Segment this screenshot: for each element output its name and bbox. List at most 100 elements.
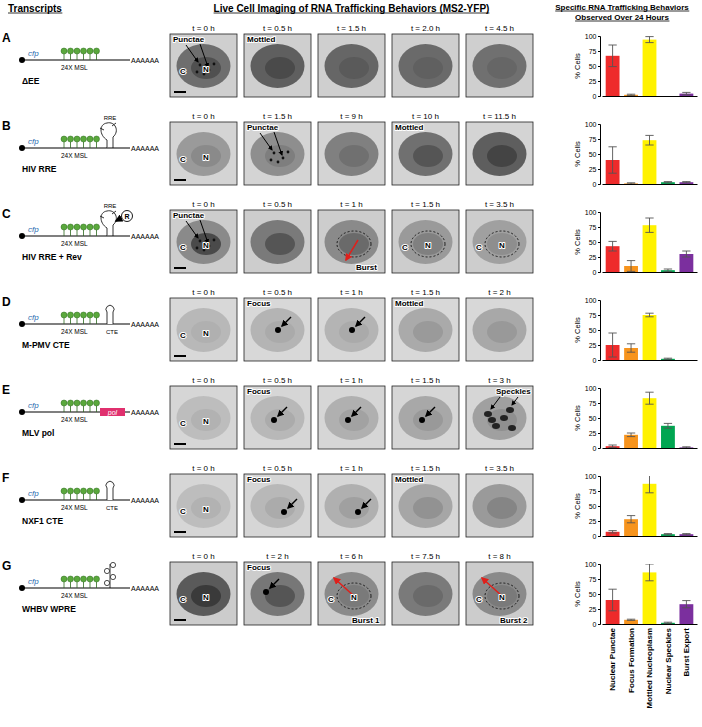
- cell: [473, 44, 527, 88]
- error-bar: [608, 45, 616, 67]
- arrow: [270, 579, 279, 588]
- nucleus: [191, 497, 221, 519]
- y-axis-title: % Cells: [573, 53, 582, 79]
- rna-line: [22, 59, 130, 60]
- nucleus: [265, 409, 295, 431]
- time-label: t = 0.5 h: [263, 200, 292, 209]
- error-bar-stem: [649, 313, 650, 317]
- msl-loop: [94, 488, 100, 494]
- image-frame: [466, 298, 533, 361]
- msl-loop: [68, 576, 74, 582]
- header-underline: [8, 13, 62, 14]
- nucleus: [413, 409, 443, 431]
- y-axis: 0255075100: [585, 209, 601, 276]
- annotation: Punctae: [173, 211, 205, 220]
- time-label: t = 0 h: [192, 200, 214, 209]
- cell-image: Burst 2NC: [466, 562, 533, 625]
- x-tick-label: Mottled Nucleoplasm: [645, 628, 654, 708]
- panel-letter: E: [2, 383, 10, 397]
- cell-image: NC: [170, 474, 237, 537]
- y-tick-label: 0: [593, 269, 597, 276]
- panel-letter: D: [2, 295, 11, 309]
- y-tick-mark: [598, 418, 600, 419]
- x-axis-line: [603, 448, 698, 449]
- error-bar-cap: [608, 589, 616, 590]
- y-tick-label: 50: [589, 151, 597, 158]
- cell-image: Mottled: [392, 298, 459, 361]
- y-tick: 25: [589, 254, 600, 261]
- y-tick-mark: [598, 36, 600, 37]
- punctum: [273, 152, 276, 155]
- transcript: cfp24X MSLAAAAAAHIV RRERRE: [19, 115, 159, 174]
- time-label: t = 1.5 h: [263, 112, 292, 121]
- error-bar: [627, 619, 635, 620]
- cell: [399, 220, 453, 264]
- arrow: [362, 499, 371, 508]
- rna-line: [22, 499, 130, 500]
- y-tick-label: 0: [593, 445, 597, 452]
- cell-image: [466, 298, 533, 361]
- y-tick: 50: [589, 327, 600, 334]
- header-underline: [555, 11, 689, 12]
- x-axis: [603, 448, 698, 450]
- error-bar-cap: [645, 145, 653, 146]
- cell: [473, 484, 527, 528]
- x-tick: Burst Export: [682, 624, 691, 676]
- cell-image: Punctae: [244, 122, 311, 185]
- msl-stem: [90, 318, 91, 324]
- nucleus: [487, 497, 517, 519]
- msl-loop: [87, 488, 93, 494]
- cell: [251, 396, 305, 440]
- element-label: CTE: [106, 329, 118, 335]
- cell-image: Mottled: [392, 122, 459, 185]
- image-frame: [466, 386, 533, 449]
- cap: [19, 233, 25, 239]
- time-label: t = 0.5 h: [263, 376, 292, 385]
- cell: [473, 220, 527, 264]
- rre-structure: [100, 211, 116, 236]
- error-bar-stem: [649, 476, 650, 493]
- y-tick-label: 50: [589, 63, 597, 70]
- transcript-name: HIV RRE + Rev: [22, 252, 82, 262]
- rev-protein: [122, 211, 133, 222]
- y-tick-mark: [598, 124, 600, 125]
- y-tick: 25: [589, 78, 600, 85]
- msl-loop: [61, 576, 67, 582]
- annotation: C: [180, 243, 186, 252]
- header: Transcripts: [8, 3, 62, 14]
- y-tick-mark: [598, 579, 600, 580]
- msl-stem: [96, 582, 97, 588]
- bar: [643, 315, 657, 360]
- cell-image: PunctaeNC: [170, 210, 237, 273]
- error-bar-cap: [664, 359, 672, 360]
- msl-loop: [81, 48, 87, 54]
- rna-line: [22, 147, 130, 148]
- bar: [679, 447, 693, 448]
- y-tick-label: 50: [589, 591, 597, 598]
- nucleus: [339, 321, 369, 343]
- error-bar-cap: [627, 184, 635, 185]
- error-bar: [645, 476, 653, 493]
- error-bar-cap: [682, 446, 690, 447]
- error-bar-cap: [682, 251, 690, 252]
- transcript-name: MLV pol: [22, 428, 54, 438]
- punctum: [199, 64, 202, 67]
- y-tick-mark: [598, 272, 600, 273]
- error-bar: [645, 218, 653, 232]
- annotation: Burst 2: [500, 616, 528, 625]
- time-label: t = 3.5 h: [485, 464, 514, 473]
- wpre-loop: [104, 580, 109, 585]
- annotation: C: [180, 67, 186, 76]
- y-axis: 0255075100: [585, 33, 601, 100]
- transcript: cfp24X MSLAAAAAAHIV RRE + RevRRER: [19, 203, 159, 262]
- cell: [325, 132, 379, 176]
- error-bar: [664, 358, 672, 359]
- polya-label: AAAAAA: [131, 233, 159, 240]
- nucleus: [413, 585, 443, 607]
- y-tick-mark: [598, 448, 600, 449]
- nucleus: [339, 145, 369, 167]
- error-bar: [627, 516, 635, 523]
- annotation: C: [180, 155, 186, 164]
- error-bar-cap: [664, 182, 672, 183]
- arrow: [512, 397, 518, 405]
